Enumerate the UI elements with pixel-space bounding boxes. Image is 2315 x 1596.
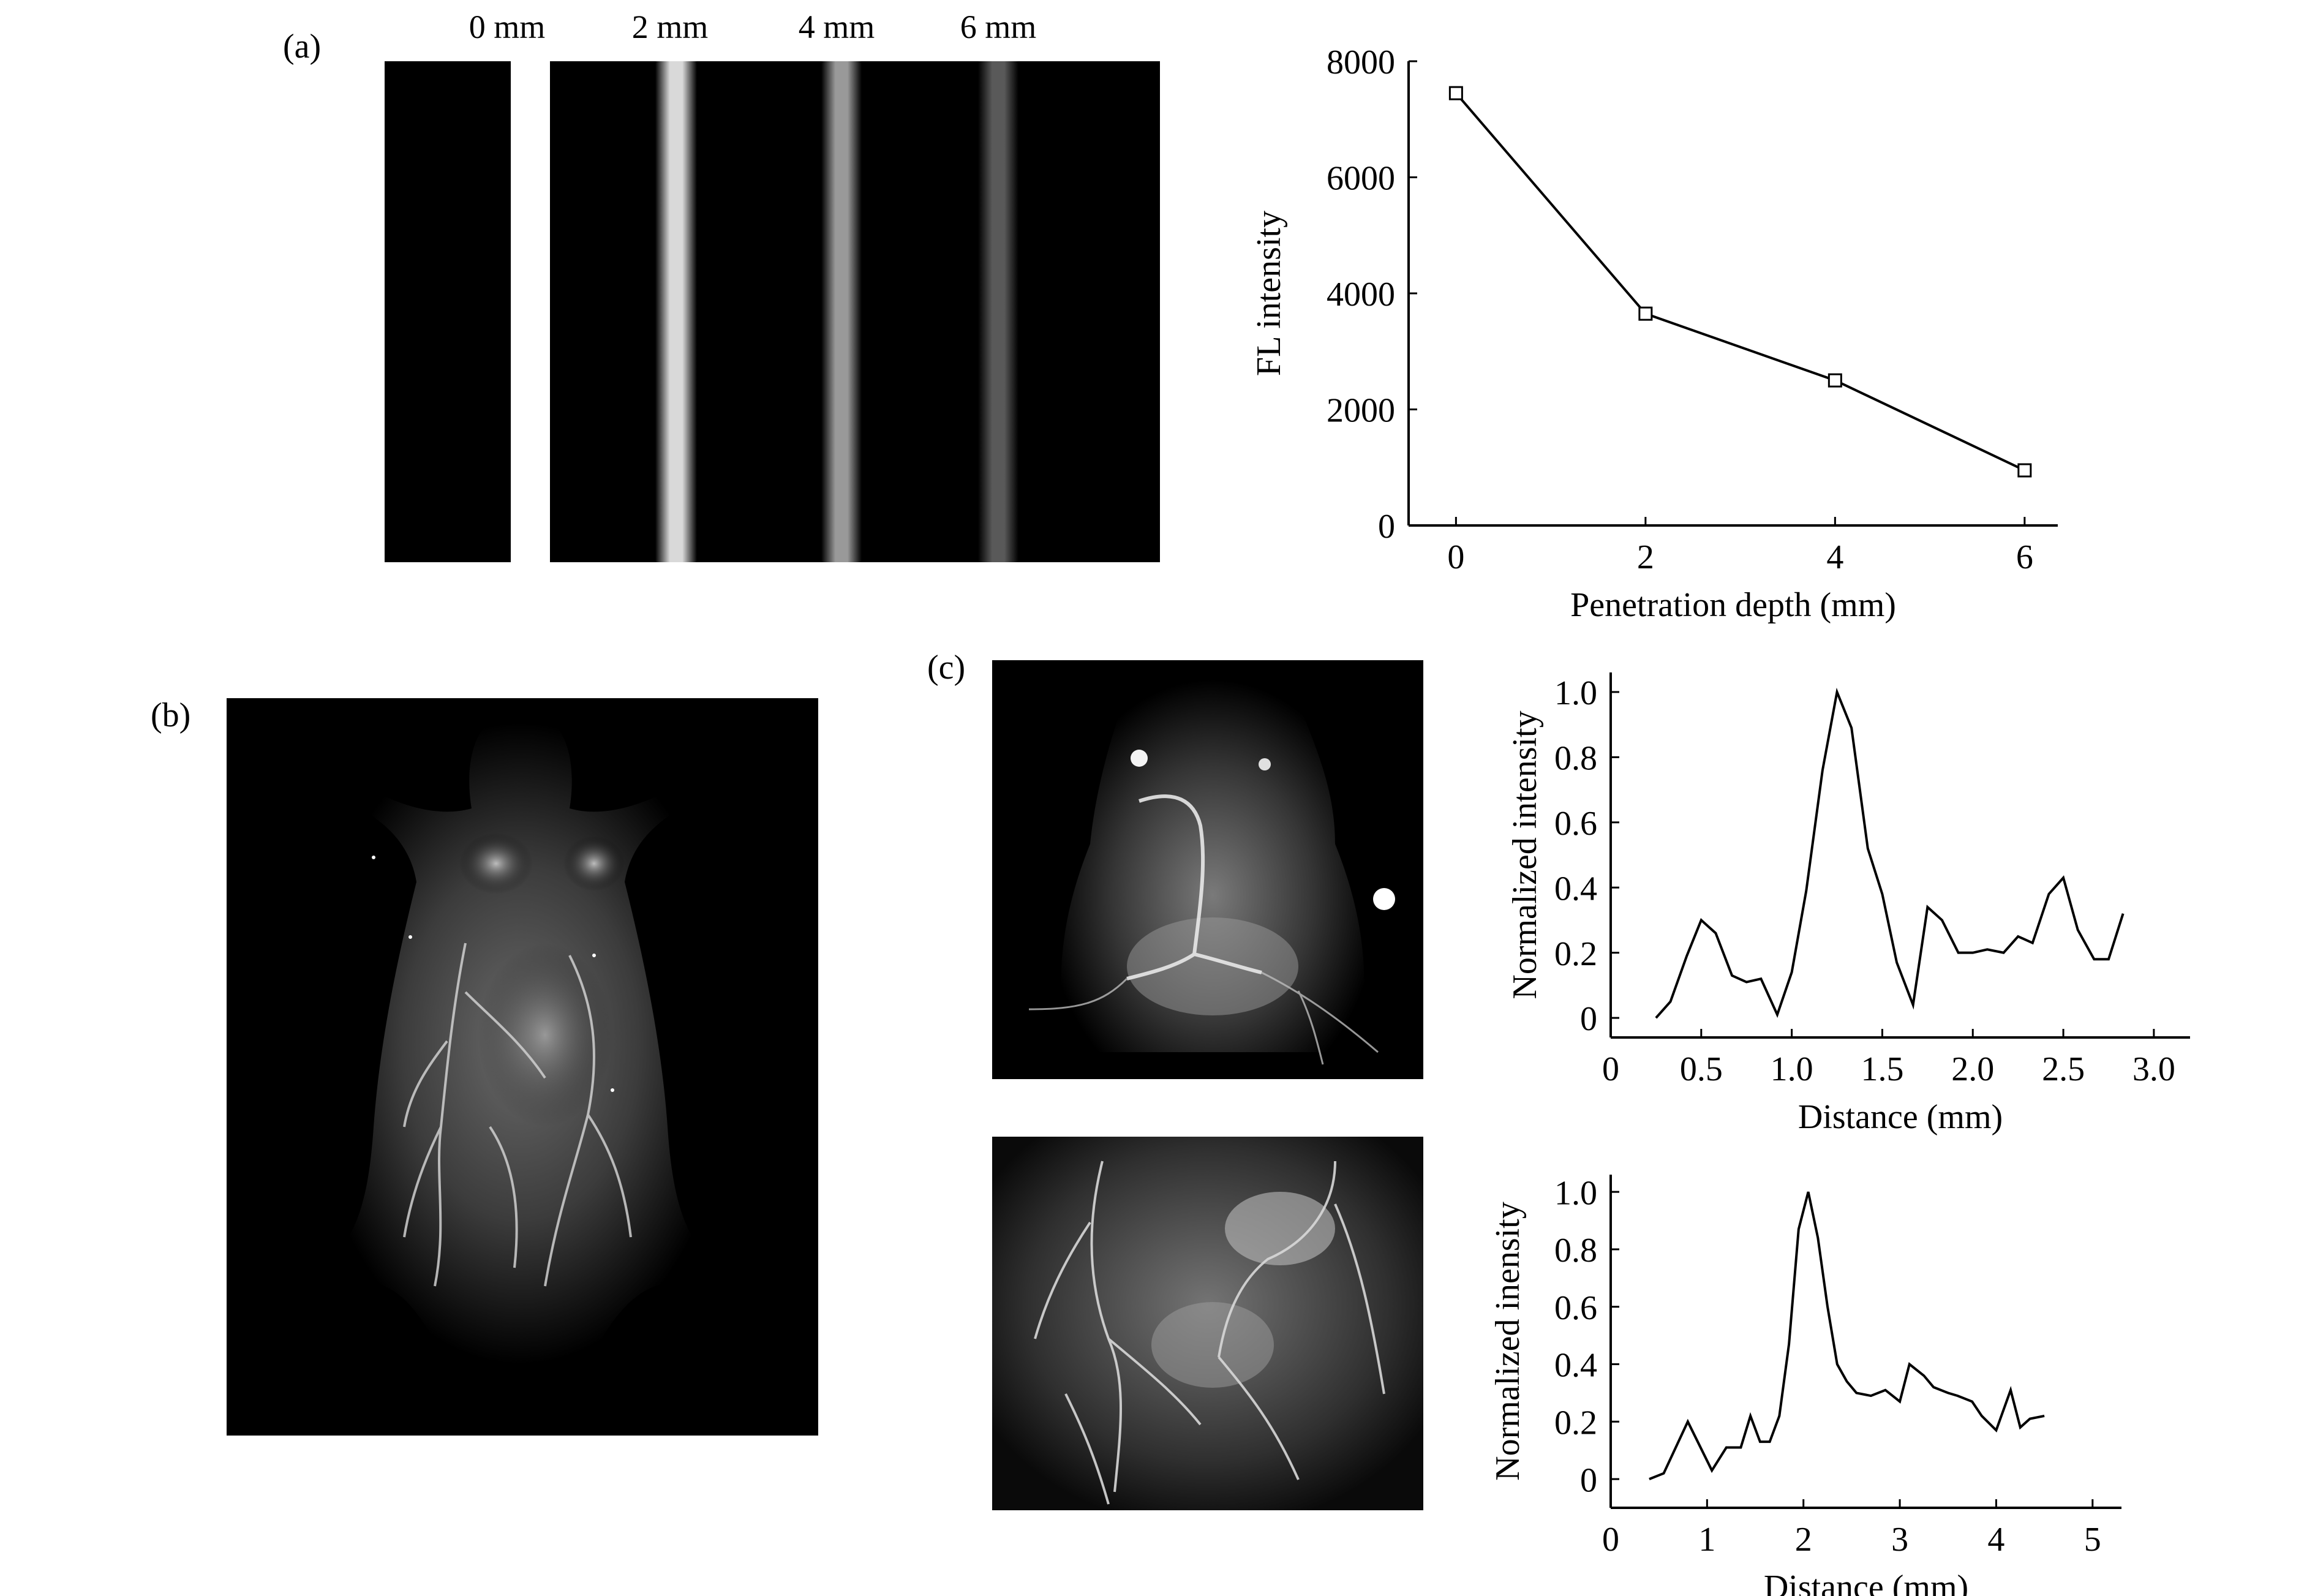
panel-label-a: (a) bbox=[283, 28, 322, 66]
y-axis-label: Normalized inensity bbox=[1489, 1202, 1527, 1481]
y-tick-label: 0.4 bbox=[1554, 1347, 1597, 1385]
series-line bbox=[1455, 92, 2025, 472]
series-line bbox=[1655, 687, 2125, 1019]
x-tick-label: 1.0 bbox=[1771, 1050, 1813, 1088]
y-tick-label: 8000 bbox=[1327, 43, 1395, 81]
y-tick-label: 0.4 bbox=[1554, 870, 1597, 908]
x-tick-label: 0 bbox=[1447, 538, 1464, 576]
data-point bbox=[1448, 86, 1463, 100]
y-tick-label: 1.0 bbox=[1554, 1174, 1597, 1212]
y-tick-label: 0.8 bbox=[1554, 1232, 1597, 1270]
panel-label-c: (c) bbox=[927, 649, 966, 687]
y-tick-label: 2000 bbox=[1327, 392, 1395, 430]
y-axis-label: FL intensity bbox=[1250, 211, 1288, 376]
x-tick-label: 5 bbox=[2084, 1521, 2101, 1559]
x-tick-label: 1.5 bbox=[1861, 1050, 1903, 1088]
y-tick-label: 6000 bbox=[1327, 160, 1395, 198]
x-tick-label: 3 bbox=[1891, 1521, 1908, 1559]
x-tick-label: 2 bbox=[1795, 1521, 1812, 1559]
panel-label-b: (b) bbox=[151, 696, 191, 734]
x-tick-label: 2.0 bbox=[1951, 1050, 1994, 1088]
phantom-lane-1 bbox=[655, 61, 697, 562]
mouse-head-fluorescence-image bbox=[992, 660, 1423, 1079]
y-tick-label: 0.2 bbox=[1554, 935, 1597, 973]
lane-label-1: 2 mm bbox=[632, 9, 709, 45]
y-tick-label: 0.8 bbox=[1554, 740, 1597, 778]
y-tick-label: 1.0 bbox=[1554, 674, 1597, 712]
phantom-lane-3 bbox=[978, 61, 1018, 562]
x-tick-label: 2 bbox=[1637, 538, 1654, 576]
x-tick-label: 6 bbox=[2016, 538, 2033, 576]
lane-label-2: 4 mm bbox=[799, 9, 875, 45]
series-line bbox=[1649, 1191, 2045, 1480]
x-tick-label: 4 bbox=[1987, 1521, 2004, 1559]
data-point bbox=[2017, 463, 2032, 478]
x-tick-label: 0 bbox=[1602, 1521, 1619, 1559]
phantom-lane-2 bbox=[821, 61, 862, 562]
y-tick-label: 0 bbox=[1580, 1000, 1597, 1038]
y-tick-label: 0.6 bbox=[1554, 805, 1597, 843]
x-tick-label: 0 bbox=[1602, 1050, 1619, 1088]
lane-label-3: 6 mm bbox=[960, 9, 1037, 45]
x-axis-label: Penetration depth (mm) bbox=[1570, 586, 1896, 624]
y-tick-label: 4000 bbox=[1327, 276, 1395, 314]
y-tick-label: 0.6 bbox=[1554, 1289, 1597, 1327]
x-axis-label: Distance (mm) bbox=[1764, 1568, 1968, 1596]
mouse-abdomen-fluorescence-image bbox=[992, 1137, 1423, 1510]
data-point bbox=[1828, 373, 1842, 388]
y-axis-label: Normalized intensity bbox=[1506, 710, 1544, 999]
x-tick-label: 4 bbox=[1826, 538, 1843, 576]
y-tick-label: 0 bbox=[1580, 1461, 1597, 1499]
x-axis-label: Distance (mm) bbox=[1798, 1098, 2003, 1136]
mouse-body-fluorescence-image bbox=[227, 698, 818, 1436]
lane-label-0: 0 mm bbox=[469, 9, 546, 45]
data-point bbox=[1638, 306, 1653, 321]
x-tick-label: 2.5 bbox=[2042, 1050, 2085, 1088]
x-tick-label: 3.0 bbox=[2132, 1050, 2175, 1088]
y-tick-label: 0 bbox=[1378, 508, 1395, 546]
y-tick-label: 0.2 bbox=[1554, 1404, 1597, 1442]
phantom-lane-0 bbox=[511, 61, 550, 562]
x-tick-label: 0.5 bbox=[1680, 1050, 1723, 1088]
x-tick-label: 1 bbox=[1698, 1521, 1715, 1559]
